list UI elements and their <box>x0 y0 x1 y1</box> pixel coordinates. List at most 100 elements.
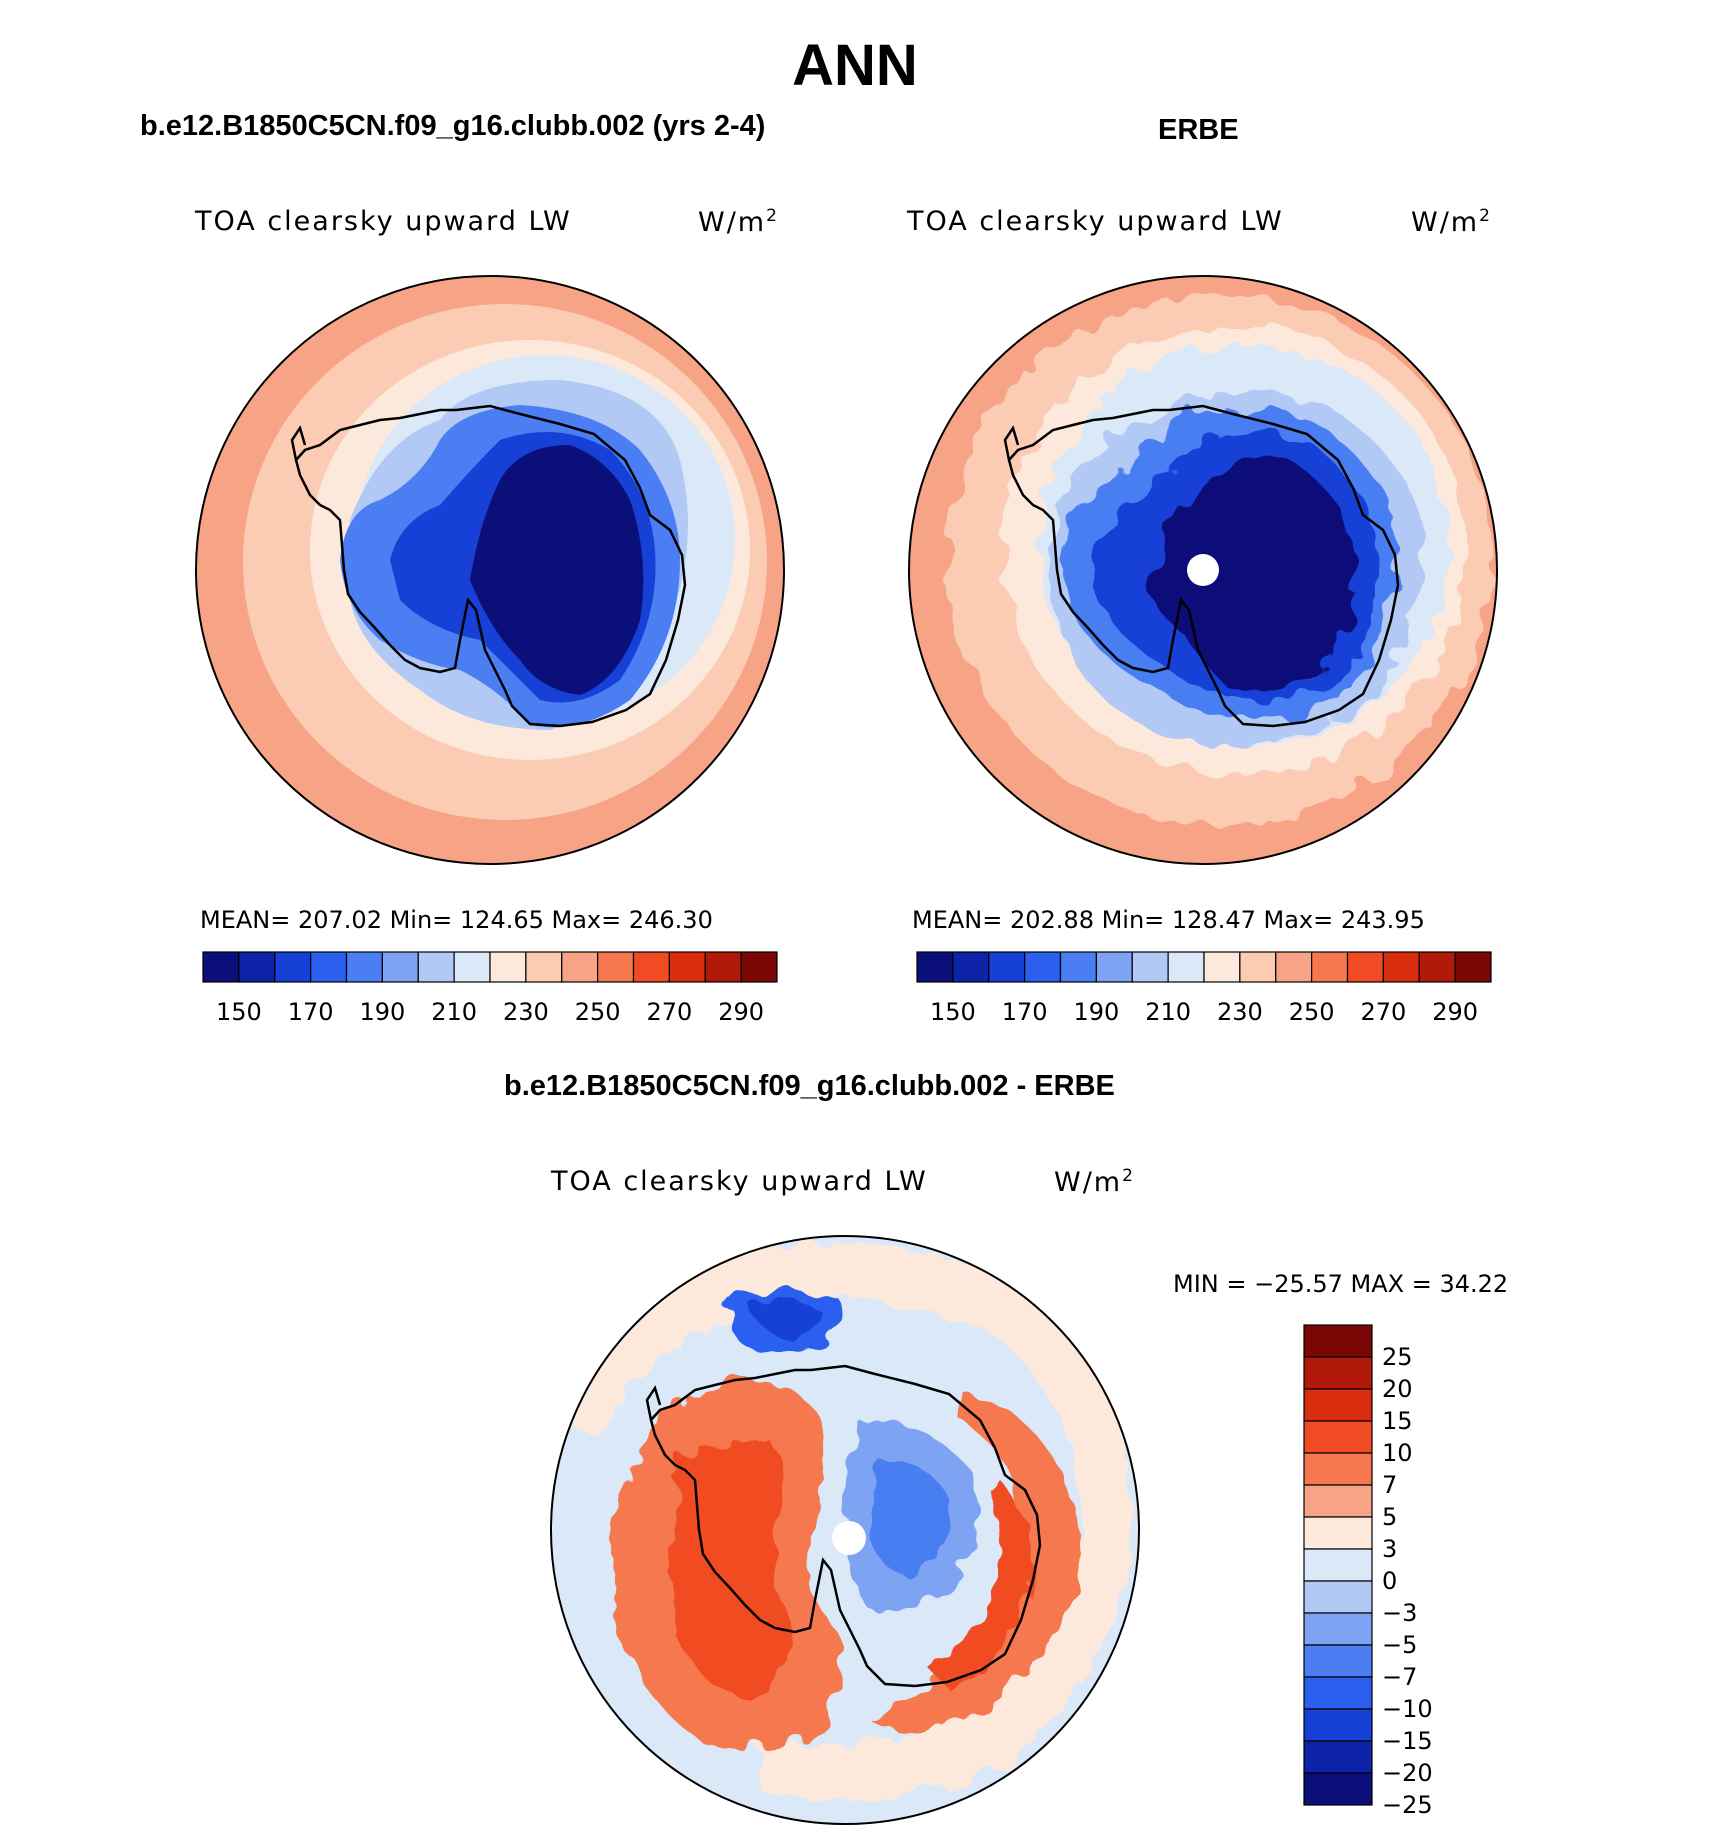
model-colorbar-tick-label: 170 <box>288 998 334 1026</box>
diff-map-coastline <box>645 1364 1042 1688</box>
obs-colorbar-swatch <box>1275 951 1313 983</box>
model-map-coastline <box>290 404 687 728</box>
obs-units: W/m2 <box>1411 206 1492 238</box>
diff-colorbar-swatch <box>1303 1740 1373 1774</box>
diff-map-interior-cold-core <box>868 1460 951 1576</box>
model-map-border <box>195 275 785 865</box>
obs-colorbar-tick-label: 190 <box>1073 998 1119 1026</box>
diff-map-east-ring <box>870 1390 1078 1730</box>
obs-field-label: TOA clearsky upward LW <box>907 206 1284 237</box>
obs-case-title: ERBE <box>1158 114 1239 146</box>
diff-colorbar-tick-label: −15 <box>1382 1727 1433 1755</box>
obs-colorbar-swatch <box>1454 951 1492 983</box>
diff-colorbar-swatch <box>1303 1612 1373 1646</box>
model-colorbar-tick-label: 190 <box>359 998 405 1026</box>
model-colorbar-swatch <box>202 951 240 983</box>
model-colorbar-tick-label: 290 <box>718 998 764 1026</box>
model-field-label: TOA clearsky upward LW <box>195 206 572 237</box>
model-colorbar-swatch <box>417 951 455 983</box>
model-colorbar-tick-label: 270 <box>646 998 692 1026</box>
diff-colorbar-swatch <box>1303 1484 1373 1518</box>
diff-colorbar-tick-label: 25 <box>1382 1343 1413 1371</box>
diff-case-title: b.e12.B1850C5CN.f09_g16.clubb.002 - ERBE <box>504 1070 1115 1102</box>
model-colorbar-swatch <box>740 951 778 983</box>
model-colorbar-swatch <box>345 951 383 983</box>
diff-colorbar-swatch <box>1303 1388 1373 1422</box>
model-colorbar-tick-label: 150 <box>216 998 262 1026</box>
diff-colorbar-tick-label: 5 <box>1382 1503 1397 1531</box>
diff-stats: MIN = −25.57 MAX = 34.22 <box>1173 1270 1509 1298</box>
diff-map <box>551 1236 1139 1824</box>
diff-colorbar-tick-label: 3 <box>1382 1535 1397 1563</box>
obs-map-border <box>908 275 1498 865</box>
diff-colorbar-swatch <box>1303 1708 1373 1742</box>
obs-colorbar-swatch <box>1059 951 1097 983</box>
diff-units: W/m2 <box>1054 1166 1135 1198</box>
obs-colorbar-swatch <box>1203 951 1241 983</box>
model-map <box>196 276 784 864</box>
diff-colorbar-tick-label: −25 <box>1382 1791 1433 1819</box>
diff-colorbar-tick-label: −3 <box>1382 1599 1417 1627</box>
model-colorbar-swatch <box>704 951 742 983</box>
model-colorbar-swatch <box>381 951 419 983</box>
obs-colorbar-tick-label: 270 <box>1360 998 1406 1026</box>
diff-colorbar-swatch <box>1303 1324 1373 1358</box>
model-colorbar-swatch <box>310 951 348 983</box>
diff-colorbar-tick-label: 0 <box>1382 1567 1397 1595</box>
obs-colorbar-tick-label: 290 <box>1432 998 1478 1026</box>
obs-colorbar-swatch <box>988 951 1026 983</box>
diff-colorbar-swatch <box>1303 1516 1373 1550</box>
model-units: W/m2 <box>698 206 779 238</box>
obs-map-antarctica-interior <box>1150 458 1356 693</box>
model-colorbar-swatch <box>453 951 491 983</box>
model-colorbar-swatch <box>238 951 276 983</box>
diff-field-label: TOA clearsky upward LW <box>551 1166 928 1197</box>
model-colorbar: 150 170 190 210 230 250 270 290 <box>202 951 778 1026</box>
diff-colorbar-tick-label: 20 <box>1382 1375 1413 1403</box>
diff-map-east-ring-inner <box>930 1480 1032 1690</box>
diff-colorbar: 25 20 15 10 7 5 3 0 −3 −5 −7 −10 −15 −20 −25 <box>1303 1324 1433 1819</box>
obs-colorbar-swatch <box>1024 951 1062 983</box>
obs-colorbar-tick-label: 250 <box>1289 998 1335 1026</box>
model-colorbar-swatch <box>668 951 706 983</box>
diff-colorbar-tick-label: −5 <box>1382 1631 1417 1659</box>
main-title: ANN <box>792 33 918 98</box>
model-colorbar-swatch <box>561 951 599 983</box>
obs-map-pole-hole <box>1187 554 1219 586</box>
obs-colorbar-swatch <box>1131 951 1169 983</box>
obs-map-coastline <box>1003 404 1400 728</box>
diff-colorbar-tick-label: 10 <box>1382 1439 1413 1467</box>
obs-stats: MEAN= 202.88 Min= 128.47 Max= 243.95 <box>912 906 1425 934</box>
diff-colorbar-swatch <box>1303 1772 1373 1806</box>
obs-colorbar: 150 170 190 210 230 250 270 290 <box>916 951 1492 1026</box>
obs-colorbar-swatch <box>1095 951 1133 983</box>
obs-colorbar-tick-label: 230 <box>1217 998 1263 1026</box>
model-colorbar-tick-label: 230 <box>503 998 549 1026</box>
diff-map-north-cold-core <box>750 1299 820 1338</box>
obs-colorbar-swatch <box>1167 951 1205 983</box>
model-colorbar-swatch <box>632 951 670 983</box>
diff-colorbar-tick-label: −10 <box>1382 1695 1433 1723</box>
model-colorbar-swatch <box>489 951 527 983</box>
model-colorbar-swatch <box>597 951 635 983</box>
diff-map-border <box>550 1235 1140 1825</box>
diff-colorbar-swatch <box>1303 1452 1373 1486</box>
diff-colorbar-tick-label: 15 <box>1382 1407 1413 1435</box>
obs-colorbar-tick-label: 170 <box>1002 998 1048 1026</box>
model-colorbar-tick-label: 210 <box>431 998 477 1026</box>
diff-colorbar-tick-label: 7 <box>1382 1471 1397 1499</box>
obs-colorbar-swatch <box>1382 951 1420 983</box>
diff-colorbar-swatch <box>1303 1644 1373 1678</box>
obs-map <box>909 276 1497 864</box>
model-colorbar-swatch <box>274 951 312 983</box>
diff-colorbar-tick-label: −20 <box>1382 1759 1433 1787</box>
model-colorbar-tick-label: 250 <box>575 998 621 1026</box>
diff-colorbar-swatch <box>1303 1676 1373 1710</box>
model-colorbar-swatch <box>525 951 563 983</box>
diff-colorbar-swatch <box>1303 1420 1373 1454</box>
diff-colorbar-swatch <box>1303 1580 1373 1614</box>
obs-colorbar-swatch <box>952 951 990 983</box>
diff-colorbar-tick-label: −7 <box>1382 1663 1417 1691</box>
obs-colorbar-tick-label: 210 <box>1145 998 1191 1026</box>
